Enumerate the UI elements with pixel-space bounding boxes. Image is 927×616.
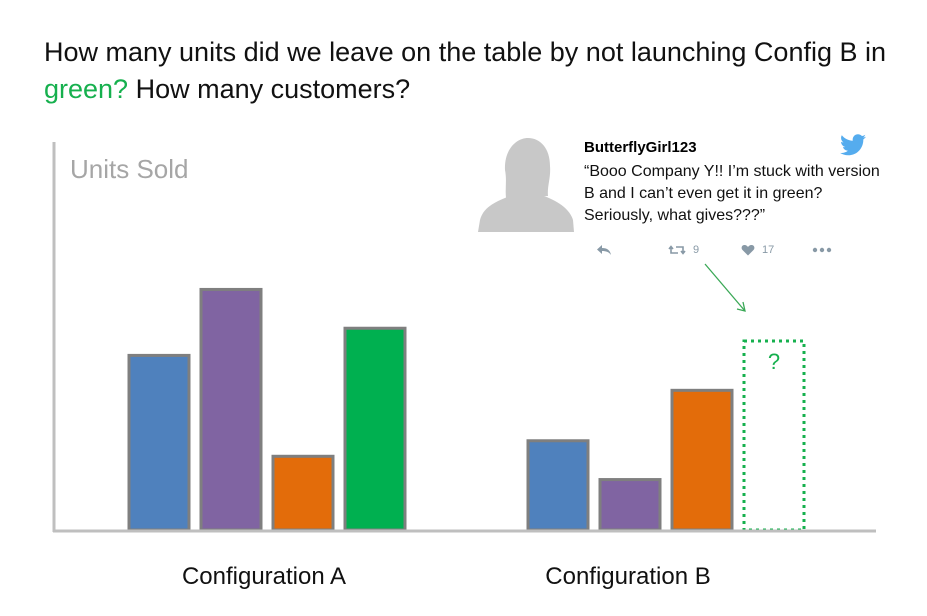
more-options-button[interactable] xyxy=(812,240,832,260)
more-dots-icon xyxy=(812,247,832,253)
heart-icon xyxy=(741,244,755,256)
y-axis-label: Units Sold xyxy=(70,154,189,184)
twitter-bird-icon xyxy=(840,134,866,156)
x-tick-labels: Configuration A Configuration B xyxy=(182,563,711,590)
x-label-configuration-a: Configuration A xyxy=(182,563,346,590)
tweet-card: ButterflyGirl123 “Booo Company Y!! I’m s… xyxy=(478,134,880,264)
configuration-b-blue-bar xyxy=(526,439,590,532)
like-count: 17 xyxy=(762,244,775,256)
reply-button[interactable] xyxy=(596,240,612,260)
configuration-a-orange-bar xyxy=(271,454,335,532)
avatar-silhouette-icon xyxy=(478,138,574,232)
configuration-a-green-bar xyxy=(343,326,407,532)
x-label-configuration-b: Configuration B xyxy=(545,563,710,590)
configuration-a-purple-bar xyxy=(199,287,263,532)
tweet-text: “Booo Company Y!! I’m stuck with version… xyxy=(584,163,880,224)
tweet-pointer-arrowhead xyxy=(736,301,746,312)
reply-icon xyxy=(597,245,611,255)
tweet-actions: 9 17 xyxy=(590,240,840,260)
retweet-count: 9 xyxy=(693,244,700,256)
tweet-pointer-arrow xyxy=(704,263,746,312)
bars-layer: ? xyxy=(127,287,806,532)
tweet-username[interactable]: ButterflyGirl123 xyxy=(584,139,697,156)
like-button[interactable]: 17 xyxy=(741,240,774,260)
question-part-2: How many customers? xyxy=(128,74,411,104)
missing-bar-question-mark: ? xyxy=(768,349,780,374)
configuration-b-orange-bar xyxy=(670,388,734,532)
retweet-button[interactable]: 9 xyxy=(668,240,699,260)
question-highlight-green: green? xyxy=(44,74,129,104)
configuration-a-blue-bar xyxy=(127,353,191,532)
configuration-b-missing-green-bar xyxy=(742,339,806,532)
configuration-b-purple-bar xyxy=(598,478,662,532)
question-text: How many units did we leave on the table… xyxy=(44,34,904,108)
question-part-1: How many units did we leave on the table… xyxy=(44,37,887,67)
retweet-icon xyxy=(668,245,686,255)
